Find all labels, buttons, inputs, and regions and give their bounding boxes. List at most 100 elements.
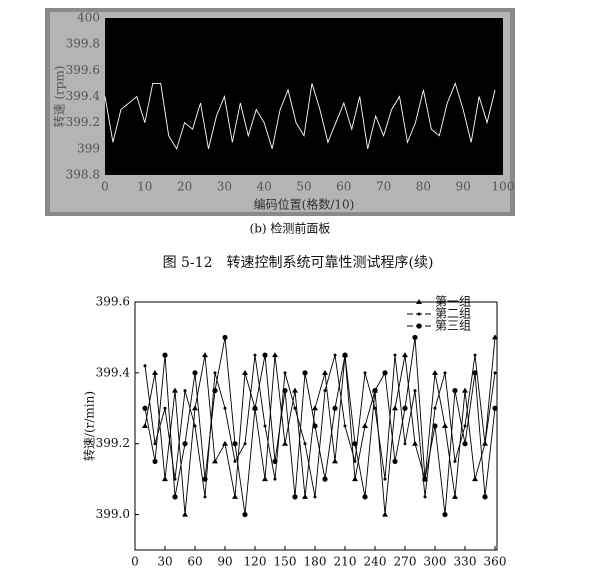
panel-caption: (b) 检测前面板 [250, 221, 331, 236]
marker [262, 476, 268, 482]
marker [253, 353, 257, 357]
marker [202, 476, 208, 482]
marker [292, 494, 298, 500]
marker [233, 459, 237, 463]
marker [213, 371, 217, 375]
x-tick-label: 20 [177, 180, 192, 194]
marker [402, 405, 408, 411]
x-tick-label: 80 [416, 180, 431, 194]
x-tick-label: 50 [296, 180, 311, 194]
marker [302, 493, 308, 499]
marker [483, 442, 487, 446]
marker [332, 458, 338, 464]
x-tick-label: 0 [131, 555, 139, 569]
marker [242, 369, 248, 375]
marker [442, 423, 448, 428]
x-tick-label: 90 [217, 555, 232, 569]
marker [212, 458, 218, 464]
plot-area [105, 18, 503, 175]
marker [172, 494, 178, 500]
marker [272, 352, 278, 358]
marker [323, 389, 327, 393]
y-tick-label: 399.2 [66, 115, 100, 129]
y-tick-label: 399 [77, 141, 100, 155]
marker [352, 441, 358, 447]
y-tick-label: 399.0 [96, 507, 130, 521]
x-tick-label: 40 [257, 180, 272, 194]
x-tick-label: 30 [157, 555, 172, 569]
marker [443, 371, 447, 375]
marker [463, 424, 467, 428]
marker [282, 387, 288, 394]
x-tick-label: 120 [244, 555, 267, 569]
x-tick-label: 10 [137, 180, 152, 194]
marker [392, 458, 398, 465]
y-tick-label: 399.8 [66, 37, 100, 51]
marker [433, 406, 437, 410]
marker [292, 387, 298, 393]
x-tick-label: 30 [217, 180, 232, 194]
x-tick-label: 90 [456, 180, 471, 194]
marker [303, 442, 307, 446]
marker [462, 387, 468, 393]
marker [393, 353, 397, 357]
series-line [144, 355, 496, 497]
marker [412, 440, 418, 446]
marker [203, 495, 207, 499]
marker [432, 369, 438, 375]
marker [142, 405, 148, 411]
marker [192, 370, 198, 376]
marker [493, 371, 497, 375]
marker [263, 424, 267, 428]
marker [222, 440, 228, 446]
marker [402, 352, 408, 358]
marker [322, 369, 328, 375]
x-tick-label: 270 [394, 555, 417, 569]
marker [363, 371, 367, 375]
marker [273, 477, 277, 481]
marker [382, 370, 388, 376]
y-tick-label: 399.6 [66, 63, 100, 77]
x-tick-label: 210 [334, 555, 357, 569]
legend-label: 第一组 [435, 295, 471, 309]
series-line [144, 337, 496, 515]
marker [383, 477, 387, 481]
marker [423, 495, 427, 499]
marker [312, 423, 318, 429]
marker [162, 476, 168, 482]
x-tick-label: 180 [304, 555, 327, 569]
marker [312, 405, 318, 411]
marker [362, 494, 368, 500]
marker [412, 334, 418, 341]
marker [353, 459, 357, 463]
marker [392, 405, 398, 411]
marker [482, 494, 488, 500]
marker [422, 476, 428, 482]
marker [362, 423, 368, 428]
y-tick-label: 399.2 [96, 436, 130, 450]
marker [152, 369, 158, 375]
marker [332, 405, 338, 411]
x-tick-label: 60 [336, 180, 351, 194]
marker [162, 352, 168, 358]
marker [413, 389, 417, 393]
legend-label: 第三组 [435, 319, 471, 333]
x-tick-label: 60 [187, 555, 202, 569]
x-tick-label: 330 [454, 555, 477, 569]
marker [416, 323, 422, 329]
marker [142, 423, 148, 428]
y-tick-label: 399.6 [96, 295, 130, 309]
marker [252, 405, 258, 411]
y-tick-label: 399.4 [96, 365, 131, 379]
marker [152, 458, 158, 465]
marker [282, 440, 288, 446]
marker [163, 406, 167, 410]
marker [182, 511, 188, 517]
marker [283, 371, 287, 375]
marker [382, 511, 388, 517]
marker [403, 442, 407, 446]
y-tick-label: 399.4 [66, 89, 101, 103]
marker [416, 299, 422, 304]
marker [153, 442, 157, 446]
